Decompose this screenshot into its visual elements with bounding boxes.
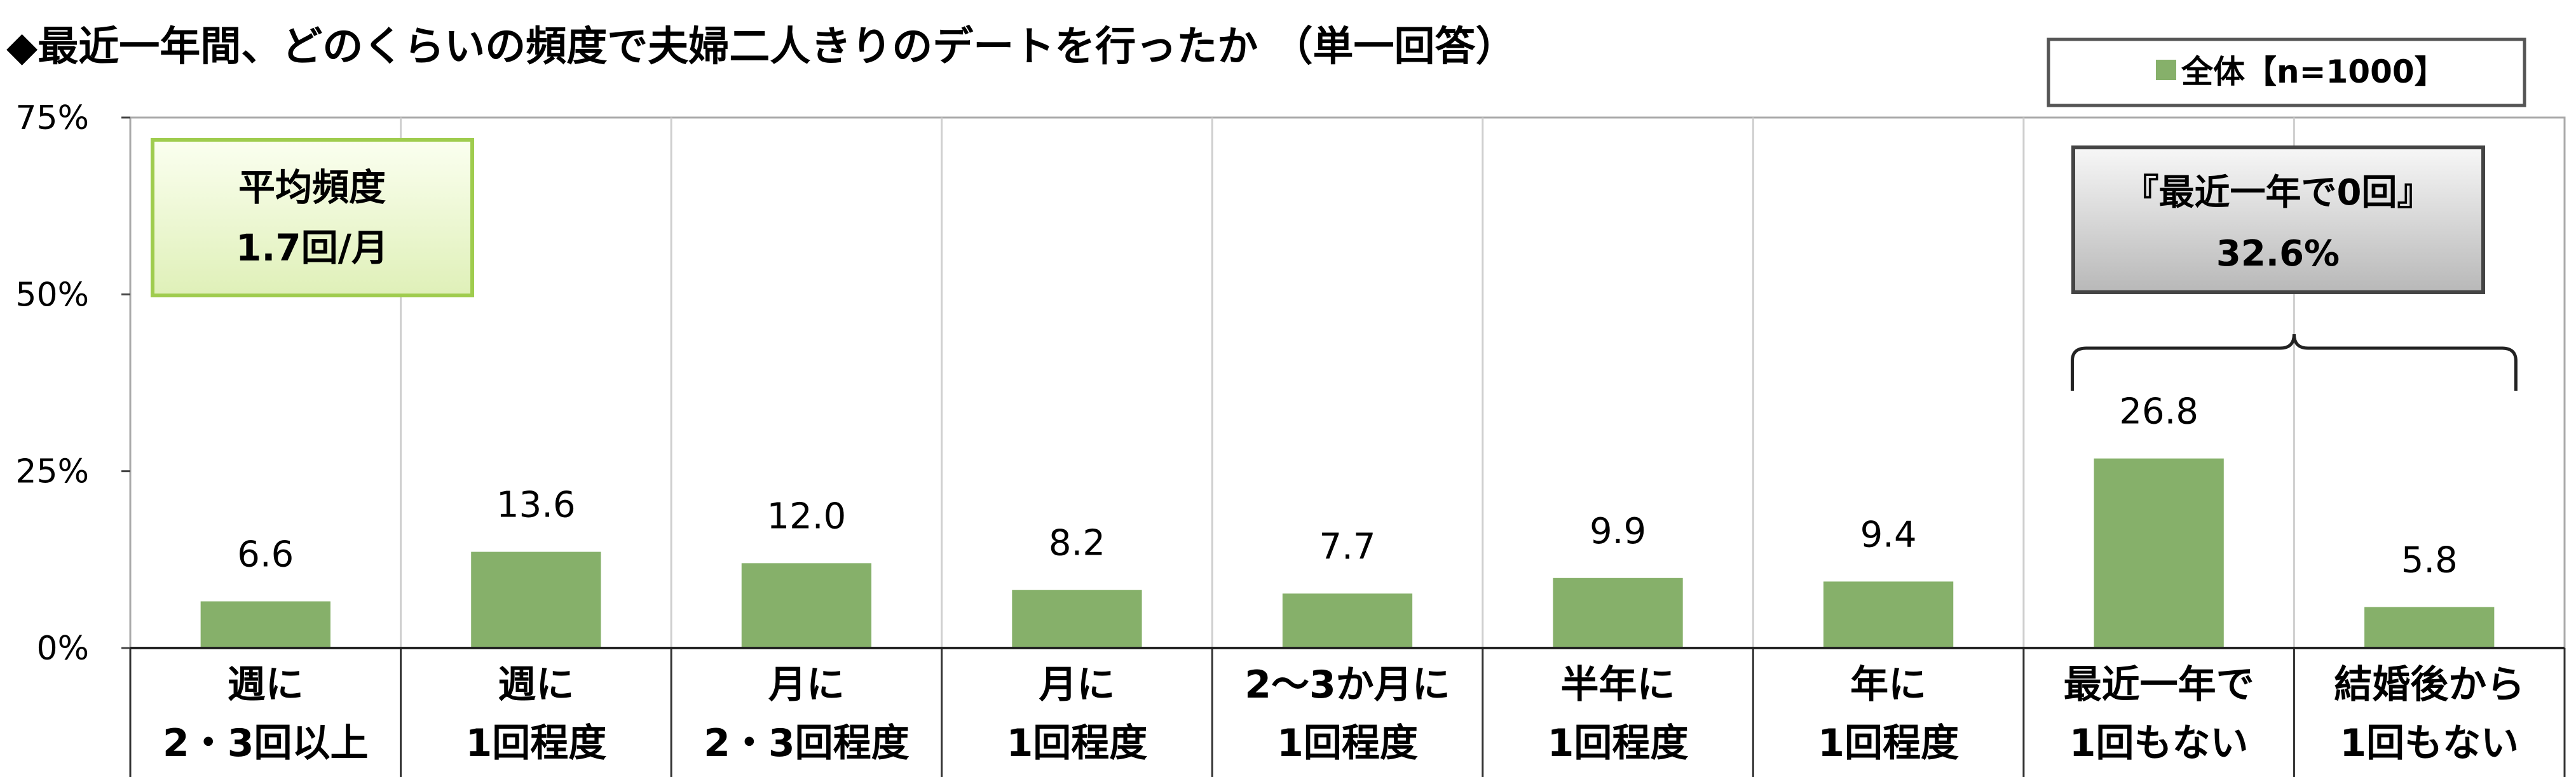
value-label: 9.9: [1590, 511, 1646, 552]
category-label: 2・3回以上: [163, 721, 369, 766]
value-label: 8.2: [1049, 523, 1105, 564]
value-label: 26.8: [2119, 391, 2198, 433]
category-label: 半年に: [1561, 663, 1675, 707]
value-label: 13.6: [496, 485, 576, 526]
bars: [200, 458, 2495, 648]
bar: [1553, 578, 1683, 648]
bar: [2094, 458, 2224, 648]
y-axis: 0% 25% 50% 75%: [15, 99, 130, 668]
bar: [1823, 581, 1954, 648]
value-label: 9.4: [1860, 514, 1917, 555]
category-label: 最近一年で: [2064, 663, 2254, 707]
category-label: 年に: [1850, 663, 1926, 707]
callout-line1: 『最近一年で0回』: [2123, 172, 2433, 213]
category-label: 週に: [228, 663, 304, 707]
y-tick-label: 0%: [37, 630, 90, 668]
category-label: 結婚後から: [2334, 663, 2525, 707]
category-label: 2～3か月に: [1244, 663, 1450, 707]
category-label: 週に: [498, 663, 574, 707]
legend-label: 全体【n=1000】: [2181, 53, 2446, 90]
bar: [1282, 593, 1413, 648]
legend: 全体【n=1000】: [2047, 37, 2526, 107]
legend-box: [2047, 37, 2526, 107]
callout: 『最近一年で0回』 32.6%: [2070, 145, 2518, 391]
category-label: 1回もない: [2069, 721, 2249, 766]
bar: [471, 551, 601, 648]
gridlines: [400, 118, 2295, 648]
category-label: 月に: [768, 663, 845, 707]
category-labels: 週に2・3回以上週に1回程度月に2・3回程度月に1回程度2～3か月に1回程度半年…: [129, 648, 2566, 777]
y-tick-label: 75%: [15, 99, 89, 137]
category-label: 1回程度: [465, 721, 606, 766]
category-label: 月に: [1039, 663, 1115, 707]
callout-line2: 32.6%: [2216, 233, 2340, 274]
category-label: 1回程度: [1818, 721, 1959, 766]
average-box-line2: 1.7回/月: [236, 226, 388, 269]
average-box: 平均頻度 1.7回/月: [151, 138, 474, 297]
value-label: 6.6: [237, 534, 294, 576]
average-box-line1: 平均頻度: [238, 166, 386, 209]
category-label: 1回程度: [1007, 721, 1148, 766]
bar: [1012, 590, 1142, 648]
y-tick-label: 25%: [15, 453, 89, 491]
bar: [741, 563, 872, 648]
value-label: 7.7: [1319, 526, 1375, 567]
bar: [2364, 607, 2495, 648]
category-label: 1回程度: [1548, 721, 1689, 766]
value-labels: 6.6 13.6 12.0 8.2 7.7 9.9 9.4 26.8 5.8: [237, 391, 2458, 581]
callout-bracket: [2070, 334, 2518, 391]
callout-box: [2071, 145, 2485, 294]
legend-swatch: [2156, 60, 2176, 80]
category-label: 2・3回程度: [704, 721, 910, 766]
category-label: 1回もない: [2340, 721, 2519, 766]
average-box-frame: [151, 138, 474, 297]
category-label: 1回程度: [1277, 721, 1418, 766]
chart-title: ◆最近一年間、どのくらいの頻度で夫婦二人きりのデートを行ったか （単一回答）: [6, 24, 1516, 71]
value-label: 12.0: [767, 496, 847, 537]
y-tick-label: 50%: [15, 276, 89, 314]
bar: [200, 601, 331, 648]
value-label: 5.8: [2401, 539, 2458, 581]
